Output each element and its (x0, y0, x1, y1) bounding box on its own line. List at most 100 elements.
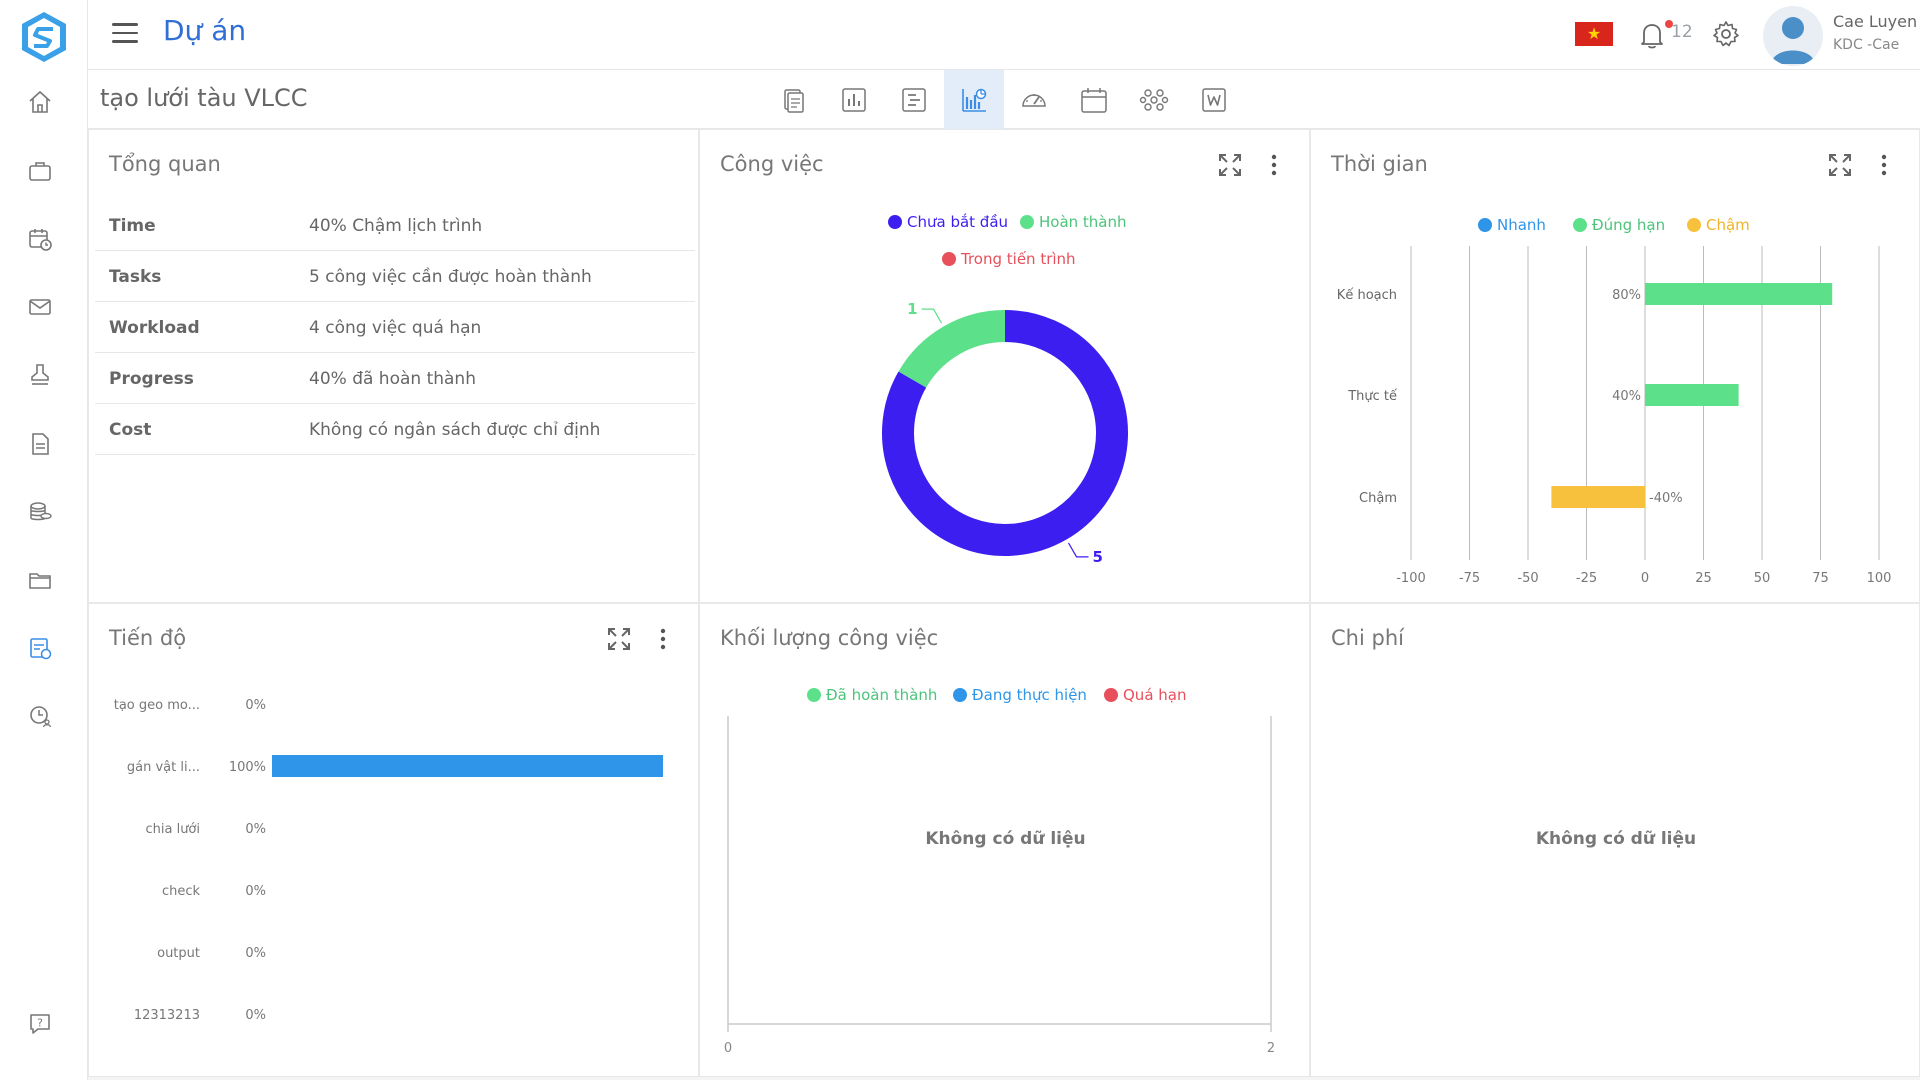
more-options-icon[interactable] (650, 626, 676, 652)
donut-slice (882, 310, 1128, 556)
bar-data-label: 80% (1612, 288, 1641, 303)
cost-title: Chi phí (1331, 626, 1404, 650)
task-percent-label: 0% (245, 946, 266, 961)
legend-item[interactable]: Chưa bắt đầu (888, 213, 1008, 231)
donut-slice (898, 310, 1006, 388)
more-options-icon[interactable] (1871, 152, 1897, 178)
tab-network-view[interactable] (1124, 70, 1184, 129)
progress-panel: Tiến độ tạo geo mo... 0% gán vật li... 100%… (88, 603, 699, 1077)
tasks-title: Công việc (720, 152, 824, 176)
legend-item[interactable]: Quá hạn (1104, 686, 1186, 704)
user-org: KDC -Cae (1833, 37, 1900, 53)
document-icon[interactable] (24, 428, 56, 460)
expand-icon[interactable] (1827, 152, 1853, 178)
briefcase-icon[interactable] (24, 155, 56, 187)
progress-bar-chart: tạo geo mo... 0% gán vật li... 100% chia lướ… (114, 698, 663, 1023)
legend-item[interactable]: Trong tiến trình (942, 250, 1076, 268)
overview-row: Cost Không có ngân sách được chỉ định (95, 404, 695, 455)
legend-item[interactable]: Đã hoàn thành (807, 686, 937, 704)
folder-icon[interactable] (24, 564, 56, 596)
overview-key: Workload (109, 318, 200, 338)
task-label: check (162, 884, 201, 899)
legend-item[interactable]: Hoàn thành (1020, 213, 1127, 231)
more-options-icon[interactable] (1261, 152, 1287, 178)
overview-panel: Tổng quan Time 40% Chậm lịch trình Tasks… (88, 129, 699, 603)
overview-row: Time 40% Chậm lịch trình (95, 200, 695, 251)
bar (1551, 486, 1645, 508)
expand-icon[interactable] (1217, 152, 1243, 178)
clock-user-icon[interactable] (24, 700, 56, 732)
task-label: gán vật li... (127, 760, 200, 775)
overview-key: Tasks (109, 267, 162, 287)
tab-word-view[interactable] (1184, 70, 1244, 129)
x-tick-label: 0 (1641, 571, 1649, 586)
time-bar-chart: -100 -75 -50 -25 0 25 50 75 100 Kế hoạch 80% Thực t… (1337, 246, 1891, 586)
time-panel: Thời gian Nhanh Đúng hạn Chậm -100 -75 -50… (1310, 129, 1920, 603)
stamp-icon[interactable] (24, 359, 56, 391)
x-tick-label: -25 (1576, 571, 1597, 586)
progress-bar (272, 755, 663, 777)
overview-key: Cost (109, 420, 152, 440)
avatar[interactable] (1763, 6, 1823, 66)
tab-dashboard-view[interactable] (944, 70, 1004, 129)
word-icon (1202, 87, 1226, 112)
app-logo[interactable] (20, 10, 68, 64)
workload-panel: Khối lượng công việc Đã hoàn thành Đang … (699, 603, 1310, 1077)
no-data-message: Không có dữ liệu (925, 829, 1086, 849)
legend-item[interactable]: Nhanh (1478, 216, 1546, 234)
bar (1645, 384, 1739, 406)
overview-value: 40% Chậm lịch trình (309, 216, 483, 236)
mail-icon[interactable] (24, 291, 56, 323)
cost-panel: Chi phí Không có dữ liệu (1310, 603, 1920, 1077)
bar (1645, 283, 1833, 305)
overview-title: Tổng quan (109, 152, 221, 176)
workload-x-tick: 0 (724, 1041, 732, 1056)
overview-value: 40% đã hoàn thành (309, 369, 476, 389)
menu-toggle-icon[interactable] (112, 23, 138, 45)
x-tick-label: 75 (1812, 571, 1829, 586)
task-percent-label: 100% (229, 760, 266, 775)
home-icon[interactable] (24, 86, 56, 118)
network-icon (1139, 88, 1169, 111)
gauge-icon (1022, 93, 1046, 107)
tab-gauge-view[interactable] (1004, 70, 1064, 129)
help-icon[interactable]: ? (24, 1008, 56, 1040)
project-report-icon[interactable] (24, 632, 56, 664)
user-name[interactable]: Cae Luyen (1833, 12, 1918, 31)
legend-item[interactable]: Đúng hạn (1573, 216, 1665, 234)
donut-data-label: 1 (907, 300, 917, 318)
tab-bar-chart-view[interactable] (824, 70, 884, 129)
donut-leader-line (921, 308, 943, 324)
tasks-panel: Công việc Chưa bắt đầu Hoàn thành Trong … (699, 129, 1310, 603)
top-bar: Dự án ★ 12 Cae Luyen KDC -Cae (88, 0, 1920, 70)
overview-key: Time (109, 216, 156, 236)
donut-leader-line (1067, 542, 1089, 558)
y-tick-label: Kế hoạch (1337, 288, 1397, 303)
vietnam-flag-icon[interactable]: ★ (1575, 22, 1613, 46)
page-title: Dự án (163, 14, 247, 47)
legend-item[interactable]: Chậm (1687, 216, 1750, 234)
coins-icon[interactable] (24, 496, 56, 528)
task-percent-label: 0% (245, 822, 266, 837)
calendar-clock-icon[interactable] (24, 223, 56, 255)
notification-count: 12 (1671, 22, 1693, 42)
x-tick-label: 50 (1754, 571, 1771, 586)
notification-bell-icon[interactable] (1635, 18, 1669, 52)
dashboard-icon (962, 88, 987, 112)
task-percent-label: 0% (245, 698, 266, 713)
calendar-icon (1081, 87, 1107, 113)
tab-documents-view[interactable] (764, 70, 824, 129)
tab-calendar-view[interactable] (1064, 70, 1124, 129)
bar-chart-icon (842, 87, 866, 112)
x-tick-label: -50 (1517, 571, 1538, 586)
task-label: tạo geo mo... (114, 698, 200, 713)
legend-item[interactable]: Đang thực hiện (953, 686, 1087, 704)
expand-icon[interactable] (606, 626, 632, 652)
overview-key: Progress (109, 369, 194, 389)
y-tick-label: Chậm (1359, 491, 1397, 506)
gear-icon[interactable] (1710, 18, 1742, 50)
workload-axes: 0 2 (724, 716, 1275, 1056)
x-tick-label: -100 (1396, 571, 1426, 586)
time-title: Thời gian (1331, 152, 1428, 176)
tab-list-view[interactable] (884, 70, 944, 129)
